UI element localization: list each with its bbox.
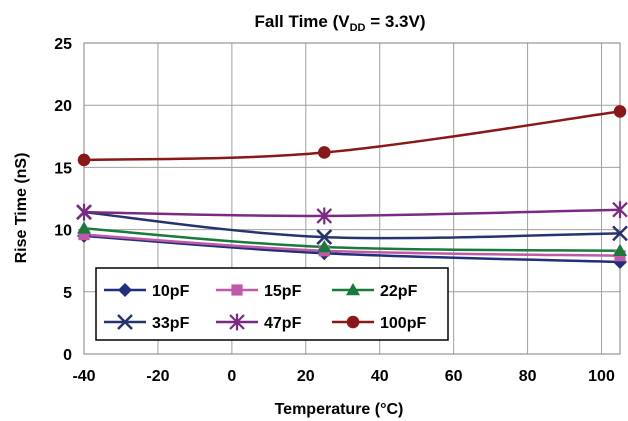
data-point-22pF: [613, 243, 627, 256]
legend-label: 10pF: [152, 283, 190, 300]
legend-label: 15pF: [264, 283, 302, 300]
legend-marker: [346, 283, 360, 296]
legend-box: [95, 267, 449, 341]
data-point-47pF: [76, 203, 92, 221]
legend-item-10pF: 10pF: [104, 283, 190, 300]
x-axis-ticks: -40 -20 0 20 40 60 80 100: [72, 368, 615, 385]
chart-title: Fall Time (VDD = 3.3V): [254, 12, 425, 34]
data-point-22pF: [317, 240, 332, 253]
data-point-47pF: [612, 201, 628, 219]
series-markers: [76, 105, 628, 269]
y-tick-label: 15: [54, 160, 72, 177]
data-point-100pF: [317, 146, 331, 159]
data-point-47pF: [316, 207, 333, 225]
data-point-33pF: [612, 225, 628, 242]
legend-label: 100pF: [380, 315, 426, 332]
x-tick-label: 40: [371, 368, 389, 385]
series-line-100pF: [83, 110, 621, 162]
y-tick-label: 0: [63, 347, 72, 364]
legend-label: 22pF: [380, 283, 418, 300]
data-point-100pF: [77, 153, 91, 167]
legend-item-33pF: 33pF: [104, 314, 190, 332]
legend-item-15pF: 15pF: [216, 283, 302, 300]
y-tick-label: 25: [54, 36, 72, 53]
x-tick-label: 60: [445, 368, 463, 385]
x-tick-label: 100: [588, 368, 615, 385]
x-tick-label: 0: [227, 368, 236, 385]
y-tick-label: 5: [63, 285, 72, 302]
x-tick-label: -40: [72, 368, 95, 385]
y-tick-label: 10: [54, 223, 72, 240]
x-tick-label: 20: [297, 368, 315, 385]
x-tick-label: -20: [146, 368, 169, 385]
legend-marker: [117, 314, 133, 330]
legend-marker: [229, 313, 245, 331]
legend-item-100pF: 100pF: [332, 315, 426, 332]
data-point-33pF: [316, 229, 333, 245]
legend-item-22pF: 22pF: [332, 283, 418, 300]
legend-marker: [346, 315, 360, 329]
legend-marker: [118, 283, 132, 297]
y-axis-label: Rise Time (nS): [13, 153, 30, 264]
data-point-100pF: [613, 105, 627, 118]
data-point-22pF: [77, 221, 91, 234]
legend: 10pF 15pF 22pF 33pF 47pF 100pF: [95, 267, 449, 341]
y-axis-ticks: 0 5 10 15 20 25: [54, 36, 72, 364]
x-tick-label: 80: [519, 368, 537, 385]
x-axis-label: Temperature (°C): [275, 401, 404, 418]
y-tick-label: 20: [54, 98, 72, 115]
legend-marker: [231, 284, 243, 296]
legend-item-47pF: 47pF: [216, 313, 302, 332]
legend-label: 47pF: [264, 315, 302, 332]
legend-label: 33pF: [152, 315, 190, 332]
series-lines: [83, 110, 621, 264]
data-point-15pF: [78, 228, 90, 241]
plot-area-frame: [83, 42, 621, 355]
series-line-47pF: [83, 208, 621, 218]
